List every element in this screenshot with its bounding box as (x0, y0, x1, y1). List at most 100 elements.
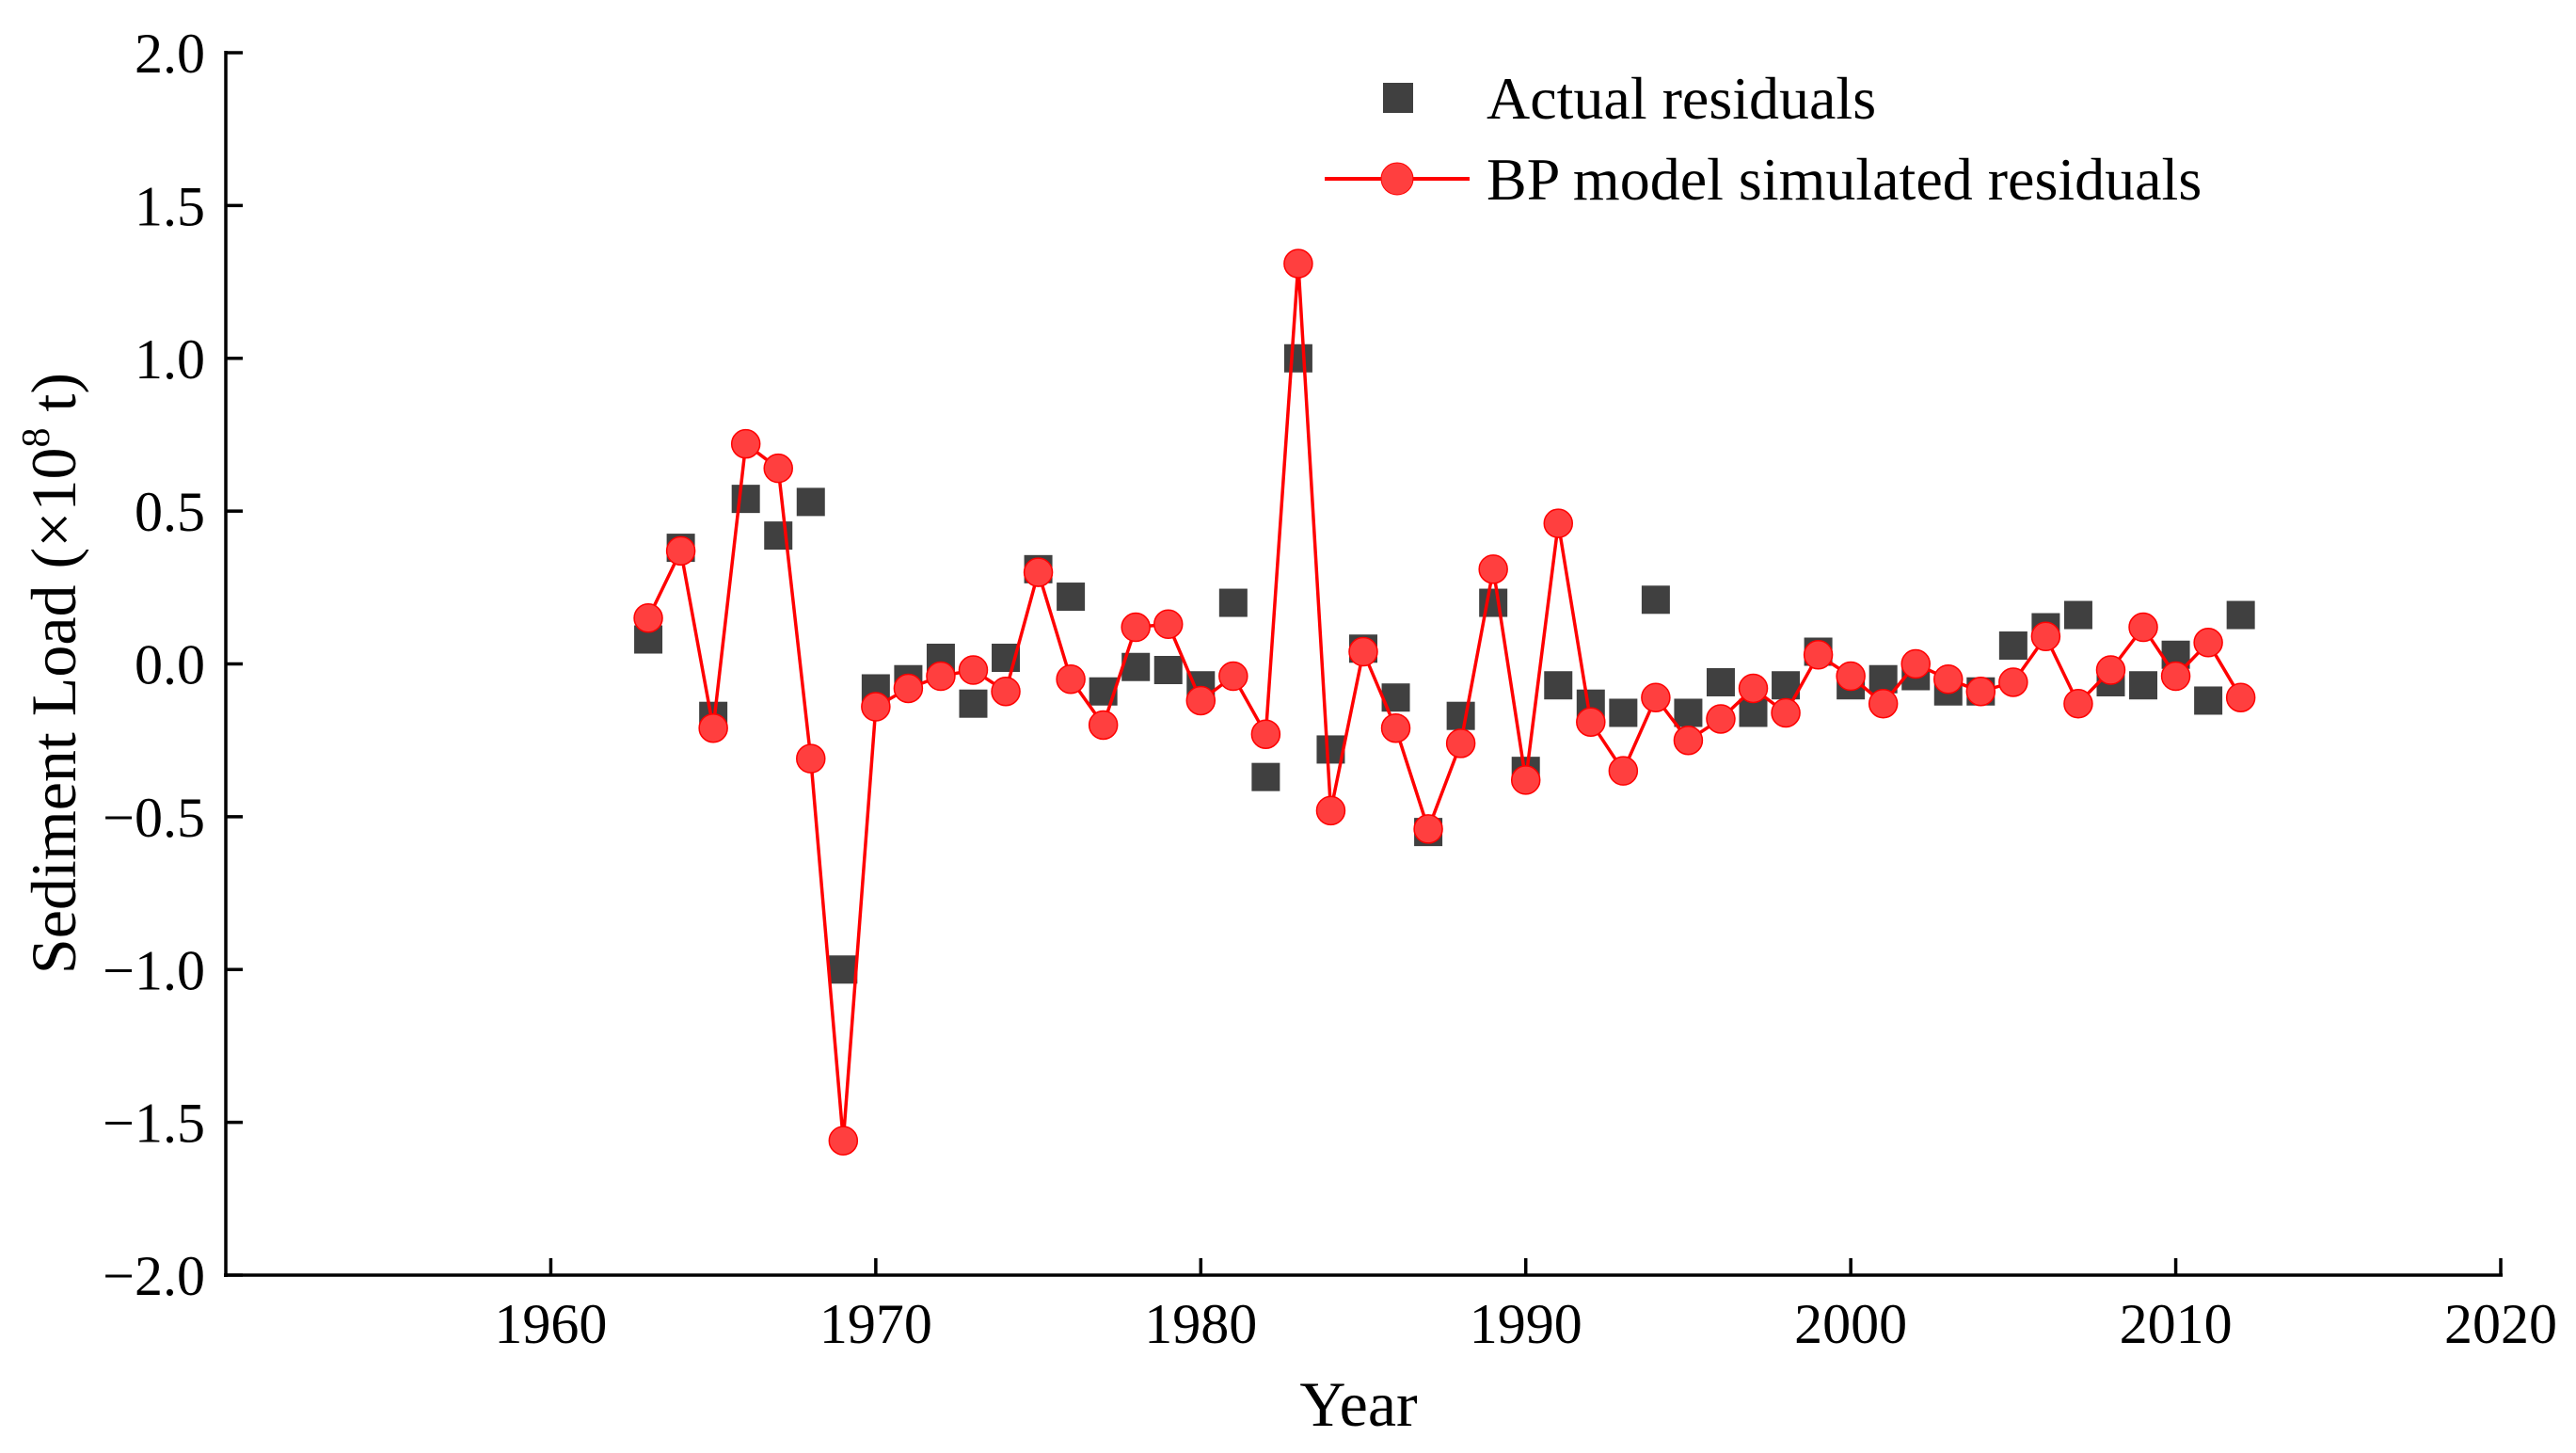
y-tick-label: −1.0 (103, 939, 205, 1001)
bp-model-point (1706, 704, 1736, 734)
actual-residual-point (731, 485, 760, 514)
bp-model-point (698, 712, 728, 743)
bp-model-point (1965, 676, 1996, 707)
actual-residual-point (796, 487, 825, 517)
plot-area: 2.0 1.5 1.0 0.5 0.0 −0.5 −1.0 −1.5 −2.0 1960 1970… (103, 23, 2557, 1355)
actual-residual-point (2063, 600, 2092, 630)
bp-model-point (1380, 712, 1411, 743)
bp-model-point (1771, 697, 1801, 728)
bp-model-point (958, 655, 989, 685)
y-tick-label: 0.5 (135, 481, 205, 543)
bp-model-point (2030, 621, 2061, 652)
legend-actual-residuals-marker (1383, 83, 1413, 113)
bp-model-point (730, 428, 761, 459)
actual-residual-point (829, 955, 858, 984)
x-tick-label: 1980 (1144, 1293, 1257, 1355)
y-tick-label: 1.0 (135, 328, 205, 391)
y-tick-label: −2.0 (103, 1245, 205, 1307)
x-tick-label: 1990 (1470, 1293, 1582, 1355)
y-tick-label: 2.0 (135, 23, 205, 85)
bp-model-point (1738, 673, 1769, 704)
bp-model-point (763, 453, 793, 484)
x-axis-title: Year (1299, 1368, 1418, 1440)
bp-model-point (1576, 707, 1606, 737)
bp-model-point (1185, 685, 1216, 716)
x-tick-label: 1970 (819, 1293, 932, 1355)
bp-model-point (1478, 554, 1508, 584)
bp-model-point (1121, 612, 1151, 643)
actual-residual-point (1218, 588, 1248, 617)
actual-residual-point (1609, 698, 1638, 727)
legend: Actual residuals BP model simulated resi… (1325, 65, 2202, 213)
actual-residuals-series (634, 343, 2255, 984)
y-axis-title-exponent: 8 (15, 427, 58, 447)
actual-residual-point (1283, 343, 1312, 373)
actual-residual-point (1674, 698, 1703, 727)
x-axis-ticks: 1960 1970 1980 1990 2000 2010 2020 (494, 1258, 2557, 1355)
actual-residual-point (1544, 671, 1573, 700)
actual-residual-point (1739, 698, 1768, 727)
x-tick-label: 2010 (2120, 1293, 2233, 1355)
bp-model-point (893, 673, 924, 704)
bp-model-point (1348, 636, 1378, 667)
y-tick-label: −0.5 (103, 787, 205, 849)
actual-residual-point (1868, 664, 1898, 694)
bp-model-point (1218, 661, 1248, 692)
bp-model-point (1998, 667, 2028, 697)
y-axis-title-unit: t) (18, 373, 89, 428)
y-tick-label: 1.5 (135, 175, 205, 237)
actual-residual-point (1706, 667, 1735, 696)
actual-residual-point (1446, 701, 1475, 730)
bp-model-series (633, 248, 2256, 1156)
actual-residual-point (959, 689, 988, 718)
bp-model-point (2128, 612, 2158, 643)
bp-model-point (1933, 663, 1964, 695)
bp-model-point (1900, 648, 1931, 679)
actual-residual-point (1641, 585, 1670, 615)
bp-model-point (1641, 682, 1671, 712)
actual-residual-point (1998, 631, 2027, 661)
y-tick-label: 0.0 (135, 634, 205, 696)
bp-model-point (2225, 682, 2256, 712)
bp-model-point (1510, 765, 1541, 795)
y-axis-title: Sediment Load (×108 t) (15, 373, 89, 974)
bp-model-point (861, 692, 891, 722)
bp-model-point (1283, 248, 1313, 279)
bp-model-point (991, 676, 1021, 707)
y-axis-ticks: 2.0 1.5 1.0 0.5 0.0 −0.5 −1.0 −1.5 −2.0 (103, 23, 243, 1307)
y-axis-title-main: Sediment Load (×10 (18, 447, 89, 974)
legend-bp-model-marker (1380, 162, 1414, 196)
x-tick-label: 2020 (2444, 1293, 2557, 1355)
actual-residual-point (2129, 671, 2158, 700)
bp-model-point (926, 661, 956, 692)
bp-model-point (2063, 688, 2093, 719)
bp-model-point (1543, 508, 1574, 538)
legend-bp-model-label: BP model simulated residuals (1487, 146, 2202, 213)
actual-residual-point (1251, 762, 1280, 791)
bp-model-point (1023, 557, 1054, 587)
bp-model-point (1056, 663, 1086, 695)
x-tick-label: 2000 (1794, 1293, 1907, 1355)
y-tick-label: −1.5 (103, 1093, 205, 1155)
bp-model-point (2095, 655, 2126, 685)
x-tick-label: 1960 (494, 1293, 607, 1355)
actual-residual-point (2226, 600, 2255, 630)
actual-residual-point (2194, 686, 2223, 715)
bp-model-point (1868, 688, 1899, 719)
actual-residual-point (1153, 655, 1183, 684)
bp-model-point (665, 535, 696, 567)
bp-model-point (1608, 756, 1639, 786)
bp-model-point (1445, 728, 1476, 758)
bp-model-point (2193, 628, 2223, 658)
actual-residual-point (1057, 583, 1086, 612)
legend-actual-residuals-label: Actual residuals (1487, 65, 1876, 132)
bp-model-point (633, 603, 663, 633)
bp-model-point (1413, 814, 1443, 844)
bp-model-point (1803, 640, 1834, 670)
bp-model-point (1836, 661, 1866, 692)
bp-model-point (796, 743, 826, 774)
bp-model-point (1088, 710, 1119, 741)
bp-model-point (2160, 661, 2191, 692)
bp-model-point (1673, 725, 1704, 756)
